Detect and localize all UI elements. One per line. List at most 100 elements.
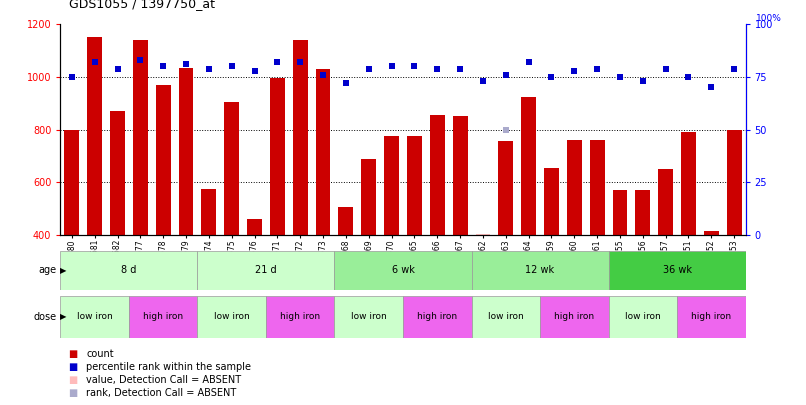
- Bar: [197, 296, 266, 338]
- Bar: [60, 251, 197, 290]
- Point: [202, 65, 215, 72]
- Point: [88, 59, 101, 66]
- Text: high iron: high iron: [280, 312, 320, 322]
- Bar: [361, 159, 376, 235]
- Point: [293, 59, 306, 66]
- Bar: [293, 40, 308, 235]
- Bar: [704, 231, 719, 235]
- Bar: [613, 190, 627, 235]
- Text: value, Detection Call = ABSENT: value, Detection Call = ABSENT: [86, 375, 241, 385]
- Point: [476, 78, 489, 84]
- Text: low iron: low iron: [214, 312, 250, 322]
- Point: [659, 65, 672, 72]
- Bar: [453, 117, 467, 235]
- Bar: [681, 132, 696, 235]
- Bar: [270, 78, 285, 235]
- Bar: [407, 136, 422, 235]
- Bar: [727, 130, 742, 235]
- Text: ■: ■: [69, 350, 77, 359]
- Bar: [202, 189, 216, 235]
- Text: ■: ■: [69, 388, 77, 398]
- Point: [156, 63, 169, 70]
- Point: [499, 72, 512, 78]
- Bar: [334, 251, 472, 290]
- Text: low iron: low iron: [77, 312, 113, 322]
- Point: [728, 65, 741, 72]
- Point: [111, 65, 124, 72]
- Bar: [197, 251, 334, 290]
- Bar: [677, 296, 746, 338]
- Bar: [609, 251, 746, 290]
- Text: percentile rank within the sample: percentile rank within the sample: [86, 362, 251, 372]
- Bar: [403, 296, 472, 338]
- Point: [682, 74, 695, 80]
- Bar: [224, 102, 239, 235]
- Bar: [544, 168, 559, 235]
- Text: high iron: high iron: [692, 312, 731, 322]
- Text: high iron: high iron: [555, 312, 594, 322]
- Text: high iron: high iron: [143, 312, 183, 322]
- Text: age: age: [39, 265, 56, 275]
- Bar: [472, 296, 540, 338]
- Bar: [110, 111, 125, 235]
- Text: 21 d: 21 d: [256, 265, 276, 275]
- Bar: [476, 234, 490, 235]
- Point: [362, 65, 375, 72]
- Bar: [87, 37, 102, 235]
- Bar: [384, 136, 399, 235]
- Text: ▶: ▶: [60, 312, 67, 322]
- Bar: [60, 296, 129, 338]
- Text: 36 wk: 36 wk: [663, 265, 692, 275]
- Text: ■: ■: [69, 362, 77, 372]
- Bar: [64, 130, 79, 235]
- Text: dose: dose: [33, 312, 56, 322]
- Bar: [339, 207, 353, 235]
- Text: low iron: low iron: [351, 312, 387, 322]
- Bar: [659, 169, 673, 235]
- Bar: [316, 69, 330, 235]
- Point: [408, 63, 421, 70]
- Point: [454, 65, 467, 72]
- Text: low iron: low iron: [625, 312, 661, 322]
- Bar: [540, 296, 609, 338]
- Point: [591, 65, 604, 72]
- Bar: [498, 141, 513, 235]
- Point: [567, 67, 580, 74]
- Point: [545, 74, 558, 80]
- Bar: [472, 251, 609, 290]
- Text: low iron: low iron: [488, 312, 524, 322]
- Point: [499, 126, 512, 133]
- Point: [522, 59, 535, 66]
- Point: [317, 72, 330, 78]
- Bar: [133, 40, 147, 235]
- Bar: [567, 140, 582, 235]
- Point: [65, 74, 78, 80]
- Text: rank, Detection Call = ABSENT: rank, Detection Call = ABSENT: [86, 388, 236, 398]
- Point: [704, 84, 717, 91]
- Bar: [179, 68, 193, 235]
- Bar: [609, 296, 677, 338]
- Point: [225, 63, 239, 70]
- Bar: [521, 97, 536, 235]
- Point: [385, 63, 398, 70]
- Point: [248, 67, 261, 74]
- Bar: [247, 219, 262, 235]
- Point: [636, 78, 649, 84]
- Point: [180, 61, 193, 68]
- Text: count: count: [86, 350, 114, 359]
- Point: [339, 80, 352, 87]
- Point: [134, 57, 147, 63]
- Text: 100%: 100%: [756, 14, 782, 23]
- Text: 12 wk: 12 wk: [526, 265, 555, 275]
- Bar: [430, 115, 445, 235]
- Bar: [635, 190, 650, 235]
- Text: ▶: ▶: [60, 266, 67, 275]
- Text: high iron: high iron: [418, 312, 457, 322]
- Bar: [156, 85, 171, 235]
- Bar: [334, 296, 403, 338]
- Bar: [266, 296, 334, 338]
- Text: 8 d: 8 d: [121, 265, 137, 275]
- Point: [613, 74, 626, 80]
- Text: 6 wk: 6 wk: [392, 265, 414, 275]
- Point: [430, 65, 443, 72]
